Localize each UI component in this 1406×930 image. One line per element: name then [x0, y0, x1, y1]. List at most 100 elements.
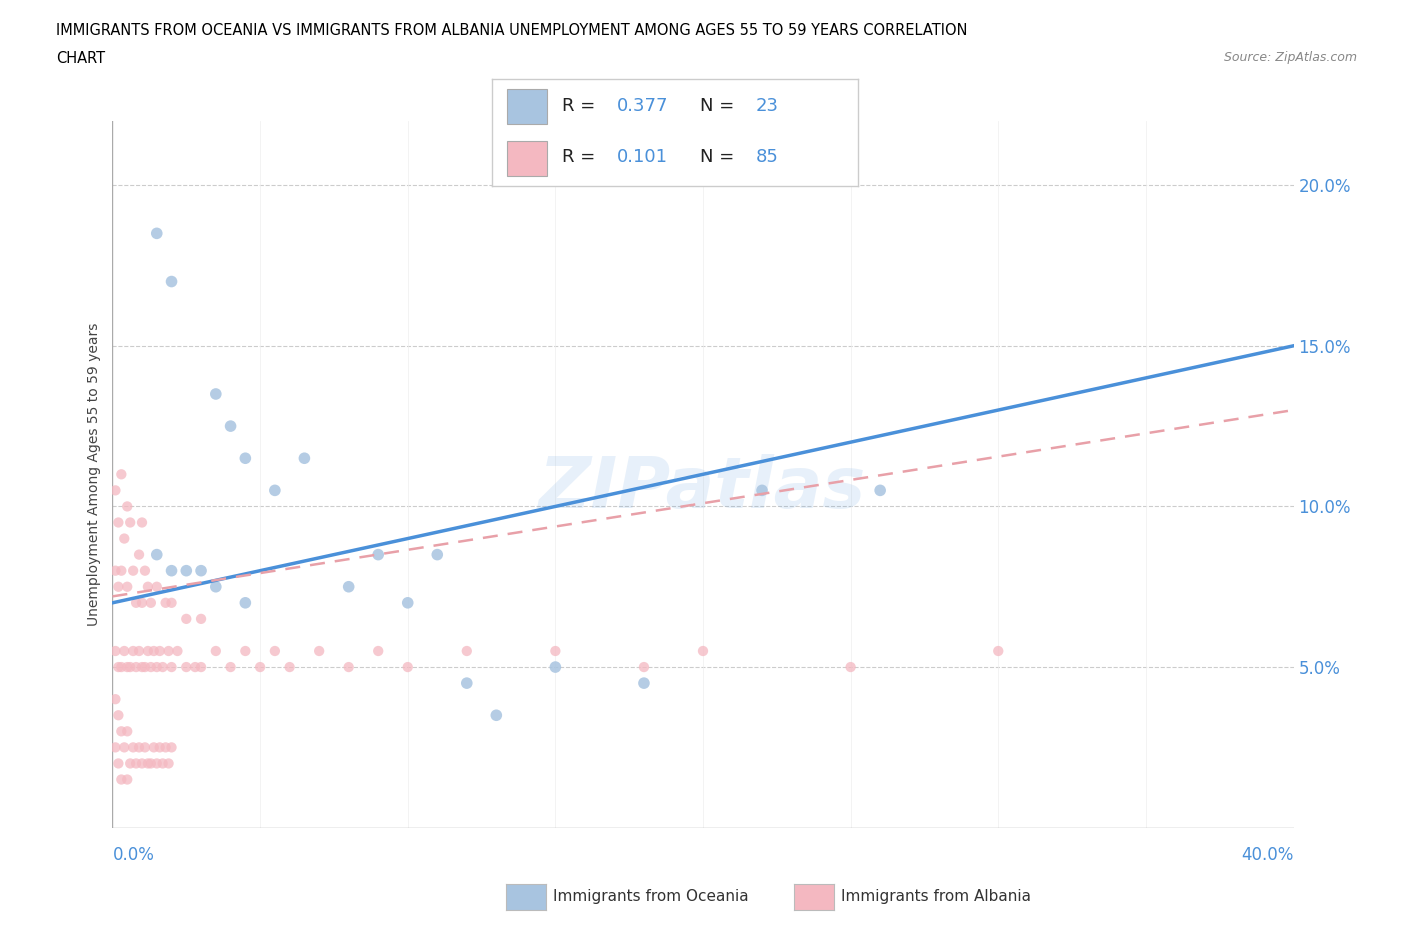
Text: ZIPatlas: ZIPatlas: [540, 454, 866, 523]
Point: [104, 692, 127, 707]
Point: [152, 659, 174, 674]
Point: [104, 564, 127, 578]
Point: [544, 659, 567, 674]
Point: [117, 499, 138, 514]
Point: [292, 451, 315, 466]
Text: R =: R =: [561, 148, 600, 166]
Point: [104, 644, 127, 658]
Point: [337, 659, 360, 674]
Text: N =: N =: [700, 148, 741, 166]
Point: [544, 644, 567, 658]
Point: [160, 740, 183, 755]
Point: [264, 483, 287, 498]
Point: [122, 644, 145, 658]
Point: [112, 531, 135, 546]
Point: [131, 659, 153, 674]
Point: [139, 659, 162, 674]
Point: [104, 740, 127, 755]
Point: [396, 595, 419, 610]
Point: [233, 451, 256, 466]
Point: [136, 756, 159, 771]
Text: 0.0%: 0.0%: [112, 846, 155, 864]
Point: [117, 659, 138, 674]
Point: [146, 547, 169, 562]
Point: [107, 659, 129, 674]
Point: [233, 644, 256, 658]
Point: [128, 547, 150, 562]
Point: [456, 676, 478, 691]
Point: [136, 579, 159, 594]
Point: [146, 226, 169, 241]
Point: [190, 564, 212, 578]
Text: 23: 23: [755, 97, 779, 114]
Point: [110, 772, 132, 787]
Point: [426, 547, 449, 562]
Point: [110, 659, 132, 674]
Point: [128, 740, 150, 755]
Point: [160, 274, 183, 289]
Point: [110, 467, 132, 482]
Point: [107, 515, 129, 530]
Point: [110, 564, 132, 578]
Point: [120, 756, 142, 771]
Point: [134, 564, 156, 578]
Point: [122, 740, 145, 755]
Point: [633, 659, 655, 674]
Point: [751, 483, 773, 498]
Point: [157, 644, 180, 658]
Point: [205, 387, 228, 402]
Text: 0.101: 0.101: [616, 148, 668, 166]
Text: IMMIGRANTS FROM OCEANIA VS IMMIGRANTS FROM ALBANIA UNEMPLOYMENT AMONG AGES 55 TO: IMMIGRANTS FROM OCEANIA VS IMMIGRANTS FR…: [56, 23, 967, 38]
FancyBboxPatch shape: [506, 88, 547, 124]
Point: [131, 756, 153, 771]
Point: [396, 659, 419, 674]
Point: [987, 644, 1010, 658]
Point: [205, 579, 228, 594]
Point: [149, 644, 172, 658]
Point: [131, 515, 153, 530]
Text: Source: ZipAtlas.com: Source: ZipAtlas.com: [1223, 51, 1357, 64]
Text: N =: N =: [700, 97, 741, 114]
Point: [125, 756, 148, 771]
Point: [120, 515, 142, 530]
Point: [112, 740, 135, 755]
Point: [107, 579, 129, 594]
Point: [692, 644, 714, 658]
Point: [249, 659, 271, 674]
Point: [155, 740, 177, 755]
Point: [117, 724, 138, 738]
Point: [146, 659, 169, 674]
Point: [122, 564, 145, 578]
Point: [278, 659, 301, 674]
Point: [219, 418, 242, 433]
Point: [190, 659, 212, 674]
Point: [205, 644, 228, 658]
Point: [149, 740, 172, 755]
Point: [107, 708, 129, 723]
Point: [146, 579, 169, 594]
Text: R =: R =: [561, 97, 600, 114]
Point: [125, 659, 148, 674]
Point: [456, 644, 478, 658]
Point: [869, 483, 891, 498]
Point: [139, 595, 162, 610]
Point: [219, 659, 242, 674]
Point: [174, 564, 197, 578]
Point: [264, 644, 287, 658]
Point: [131, 595, 153, 610]
Point: [160, 564, 183, 578]
Point: [367, 644, 389, 658]
Point: [139, 756, 162, 771]
Point: [160, 659, 183, 674]
Point: [166, 644, 188, 658]
Point: [839, 659, 862, 674]
Point: [152, 756, 174, 771]
Point: [174, 659, 197, 674]
Point: [308, 644, 330, 658]
Point: [142, 644, 165, 658]
Y-axis label: Unemployment Among Ages 55 to 59 years: Unemployment Among Ages 55 to 59 years: [87, 323, 101, 626]
Point: [142, 740, 165, 755]
Text: Immigrants from Oceania: Immigrants from Oceania: [553, 889, 748, 904]
Point: [110, 724, 132, 738]
Point: [485, 708, 508, 723]
